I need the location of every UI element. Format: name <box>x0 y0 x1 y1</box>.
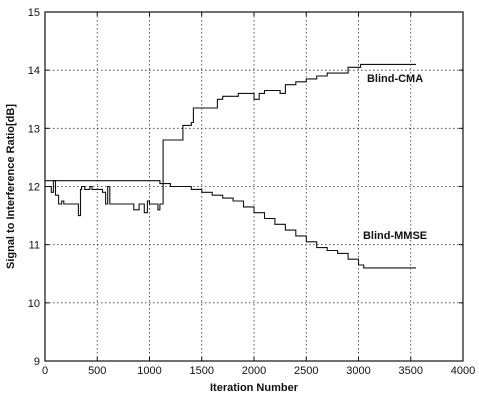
y-tick-label: 11 <box>29 240 40 252</box>
y-tick-label: 14 <box>28 65 40 77</box>
y-tick-label: 15 <box>28 7 40 19</box>
series-annotations: Blind-CMA Blind-MMSE <box>363 73 427 242</box>
x-tick-labels: 0 500 1000 1500 2000 2500 3000 3500 4000 <box>42 365 475 377</box>
x-tick-label: 2500 <box>294 365 318 377</box>
series-layer <box>45 63 416 269</box>
x-tick-label: 2000 <box>242 365 266 377</box>
series-label: Blind-CMA <box>367 73 423 85</box>
y-tick-label: 13 <box>28 123 40 135</box>
x-tick-label: 1500 <box>190 365 214 377</box>
y-tick-labels: 9 10 11 12 13 14 15 <box>28 7 40 368</box>
plot-frame <box>44 11 464 362</box>
series-label: Blind-MMSE <box>363 230 427 242</box>
x-tick-label: 3500 <box>399 365 423 377</box>
y-tick-label: 9 <box>34 356 40 368</box>
x-tick-label: 0 <box>42 365 48 377</box>
y-tick-label: 12 <box>28 182 40 194</box>
x-tick-label: 4000 <box>451 365 475 377</box>
series-line-blind-cma <box>45 63 416 217</box>
x-tick-label: 1000 <box>137 365 161 377</box>
x-axis-label: Iteration Number <box>210 382 299 394</box>
y-tick-label: 10 <box>28 298 40 310</box>
series-line-blind-mmse <box>45 180 416 269</box>
x-tick-label: 3000 <box>346 365 370 377</box>
y-axis-label: Signal to Interference Ratio[dB] <box>5 104 17 269</box>
x-tick-label: 500 <box>88 365 106 377</box>
